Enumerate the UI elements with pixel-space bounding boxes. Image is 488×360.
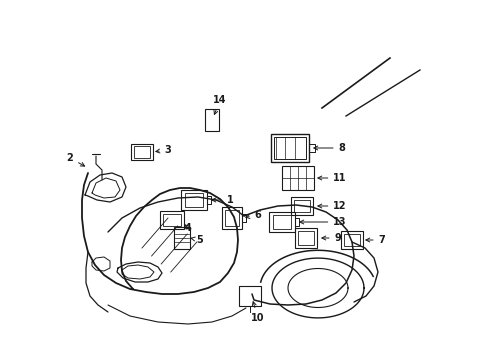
Text: 1: 1 bbox=[211, 195, 233, 205]
Bar bbox=[298, 231, 313, 245]
Text: 10: 10 bbox=[251, 302, 264, 323]
Bar bbox=[344, 234, 359, 247]
Bar bbox=[239, 287, 261, 306]
Bar bbox=[184, 193, 203, 207]
Bar bbox=[290, 197, 312, 215]
Text: 5: 5 bbox=[190, 235, 203, 245]
Text: 14: 14 bbox=[213, 95, 226, 114]
Bar bbox=[181, 190, 206, 210]
Bar bbox=[294, 228, 316, 248]
Bar bbox=[293, 199, 309, 212]
Bar bbox=[204, 109, 219, 131]
Bar bbox=[270, 134, 308, 162]
Text: 8: 8 bbox=[313, 143, 345, 153]
Bar bbox=[273, 137, 305, 159]
Text: 4: 4 bbox=[184, 223, 191, 233]
Bar bbox=[224, 210, 239, 226]
Bar bbox=[174, 227, 190, 249]
Text: 12: 12 bbox=[317, 201, 346, 211]
Bar bbox=[134, 146, 150, 158]
Bar bbox=[282, 166, 313, 190]
Bar bbox=[222, 207, 242, 229]
Bar bbox=[272, 215, 291, 229]
Text: 3: 3 bbox=[156, 145, 171, 155]
Text: 7: 7 bbox=[365, 235, 385, 245]
Text: 6: 6 bbox=[245, 210, 261, 220]
Text: 9: 9 bbox=[321, 233, 341, 243]
Bar bbox=[340, 231, 362, 249]
Bar bbox=[268, 212, 294, 232]
Bar bbox=[131, 144, 153, 160]
Bar bbox=[160, 211, 183, 229]
Text: 2: 2 bbox=[66, 153, 84, 166]
Bar bbox=[163, 213, 180, 226]
Text: 13: 13 bbox=[299, 217, 346, 227]
Text: 11: 11 bbox=[317, 173, 346, 183]
